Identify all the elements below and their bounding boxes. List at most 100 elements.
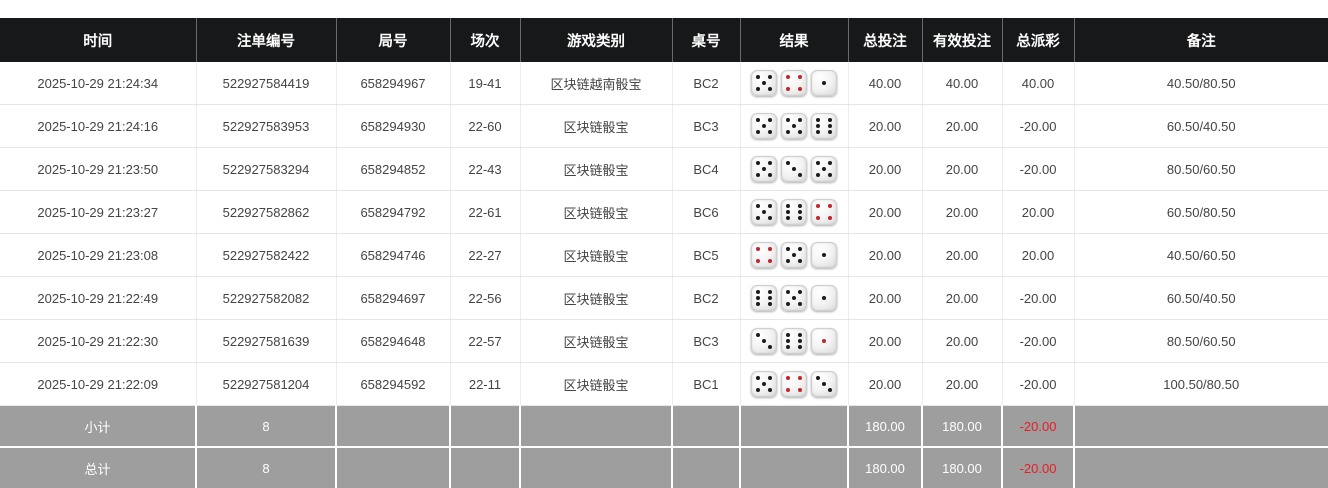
summary-round-no: [336, 447, 451, 488]
die-pip: [755, 387, 761, 393]
cell-game-type: 区块链越南骰宝: [520, 62, 673, 105]
table-row[interactable]: 2025-10-29 21:24:16 522927583953 658294930…: [0, 104, 1328, 148]
column-header-order-no[interactable]: 注单编号: [196, 18, 337, 62]
die-pip: [797, 129, 803, 135]
table-row[interactable]: 2025-10-29 21:23:08 522927582422 658294746…: [0, 233, 1328, 277]
die-pip: [755, 295, 761, 301]
column-header-round-no[interactable]: 局号: [336, 18, 451, 62]
cell-total-bet: 20.00: [848, 147, 923, 191]
cell-table-no: BC3: [672, 104, 741, 148]
die-pip: [767, 258, 773, 264]
summary-row: 总计 8 180.00 180.00 -20.00: [0, 447, 1328, 488]
die-pip: [755, 289, 761, 295]
die-pip: [785, 344, 791, 350]
cell-valid-bet: 20.00: [922, 147, 1003, 191]
summary-total-payout: -20.00: [1002, 405, 1075, 448]
cell-remark: 80.50/60.50: [1074, 319, 1328, 363]
die-pip: [761, 209, 767, 215]
cell-round-no: 658294792: [336, 190, 451, 234]
die-pip: [827, 387, 833, 393]
column-header-valid-bet[interactable]: 有效投注: [922, 18, 1003, 62]
column-header-session[interactable]: 场次: [450, 18, 521, 62]
column-header-total-bet[interactable]: 总投注: [848, 18, 923, 62]
die-face-3-black: [781, 156, 807, 182]
column-header-time[interactable]: 时间: [0, 18, 197, 62]
summary-result: [740, 405, 849, 448]
die-face-4-red: [751, 242, 777, 268]
cell-round-no: 658294967: [336, 62, 451, 105]
die-face-3-black: [811, 371, 837, 397]
table-row[interactable]: 2025-10-29 21:22:09 522927581204 658294592…: [0, 362, 1328, 406]
cell-total-payout: 20.00: [1002, 233, 1075, 277]
dice-result-group: [744, 199, 845, 225]
cell-table-no: BC2: [672, 62, 741, 105]
table-row[interactable]: 2025-10-29 21:23:27 522927582862 658294792…: [0, 190, 1328, 234]
cell-valid-bet: 20.00: [922, 233, 1003, 277]
cell-total-bet: 20.00: [848, 276, 923, 320]
cell-session: 22-27: [450, 233, 521, 277]
table-row[interactable]: 2025-10-29 21:22:49 522927582082 658294697…: [0, 276, 1328, 320]
die-pip: [785, 332, 791, 338]
cell-time: 2025-10-29 21:23:27: [0, 190, 197, 234]
die-pip: [755, 117, 761, 123]
cell-game-type: 区块链骰宝: [520, 104, 673, 148]
die-face-5-black: [751, 113, 777, 139]
cell-time: 2025-10-29 21:24:34: [0, 62, 197, 105]
die-pip: [755, 332, 761, 338]
die-pip: [767, 86, 773, 92]
cell-result: [740, 233, 849, 277]
die-pip: [785, 86, 791, 92]
cell-valid-bet: 20.00: [922, 190, 1003, 234]
column-header-game-type[interactable]: 游戏类别: [520, 18, 673, 62]
cell-round-no: 658294746: [336, 233, 451, 277]
die-pip: [755, 258, 761, 264]
die-pip: [755, 301, 761, 307]
column-header-total-payout[interactable]: 总派彩: [1002, 18, 1075, 62]
die-pip: [767, 160, 773, 166]
cell-total-payout: -20.00: [1002, 147, 1075, 191]
summary-game-type: [520, 405, 673, 448]
die-pip: [785, 387, 791, 393]
table-row[interactable]: 2025-10-29 21:22:30 522927581639 658294648…: [0, 319, 1328, 363]
cell-result: [740, 319, 849, 363]
cell-total-bet: 20.00: [848, 233, 923, 277]
die-pip: [791, 166, 797, 172]
die-pip: [767, 301, 773, 307]
dice-result-group: [744, 113, 845, 139]
die-pip: [815, 375, 821, 381]
cell-game-type: 区块链骰宝: [520, 147, 673, 191]
cell-order-no: 522927582862: [196, 190, 337, 234]
cell-total-payout: 20.00: [1002, 190, 1075, 234]
die-face-5-black: [781, 242, 807, 268]
cell-game-type: 区块链骰宝: [520, 233, 673, 277]
die-pip: [785, 246, 791, 252]
die-pip: [815, 215, 821, 221]
summary-session: [450, 405, 521, 448]
die-pip: [785, 375, 791, 381]
cell-valid-bet: 40.00: [922, 62, 1003, 105]
summary-game-type: [520, 447, 673, 488]
table-row[interactable]: 2025-10-29 21:23:50 522927583294 658294852…: [0, 147, 1328, 191]
cell-result: [740, 190, 849, 234]
cell-total-bet: 20.00: [848, 104, 923, 148]
cell-game-type: 区块链骰宝: [520, 319, 673, 363]
cell-order-no: 522927584419: [196, 62, 337, 105]
die-face-5-black: [751, 199, 777, 225]
cell-session: 22-61: [450, 190, 521, 234]
die-pip: [797, 215, 803, 221]
die-pip: [755, 129, 761, 135]
die-pip: [791, 252, 797, 258]
column-header-remark[interactable]: 备注: [1074, 18, 1328, 62]
die-face-6-black: [781, 199, 807, 225]
cell-round-no: 658294852: [336, 147, 451, 191]
summary-result: [740, 447, 849, 488]
cell-session: 22-60: [450, 104, 521, 148]
cell-session: 22-43: [450, 147, 521, 191]
cell-total-payout: 40.00: [1002, 62, 1075, 105]
column-header-table-no[interactable]: 桌号: [672, 18, 741, 62]
cell-total-payout: -20.00: [1002, 276, 1075, 320]
table-row[interactable]: 2025-10-29 21:24:34 522927584419 658294967…: [0, 62, 1328, 105]
column-header-result[interactable]: 结果: [740, 18, 849, 62]
cell-game-type: 区块链骰宝: [520, 276, 673, 320]
cell-session: 22-11: [450, 362, 521, 406]
